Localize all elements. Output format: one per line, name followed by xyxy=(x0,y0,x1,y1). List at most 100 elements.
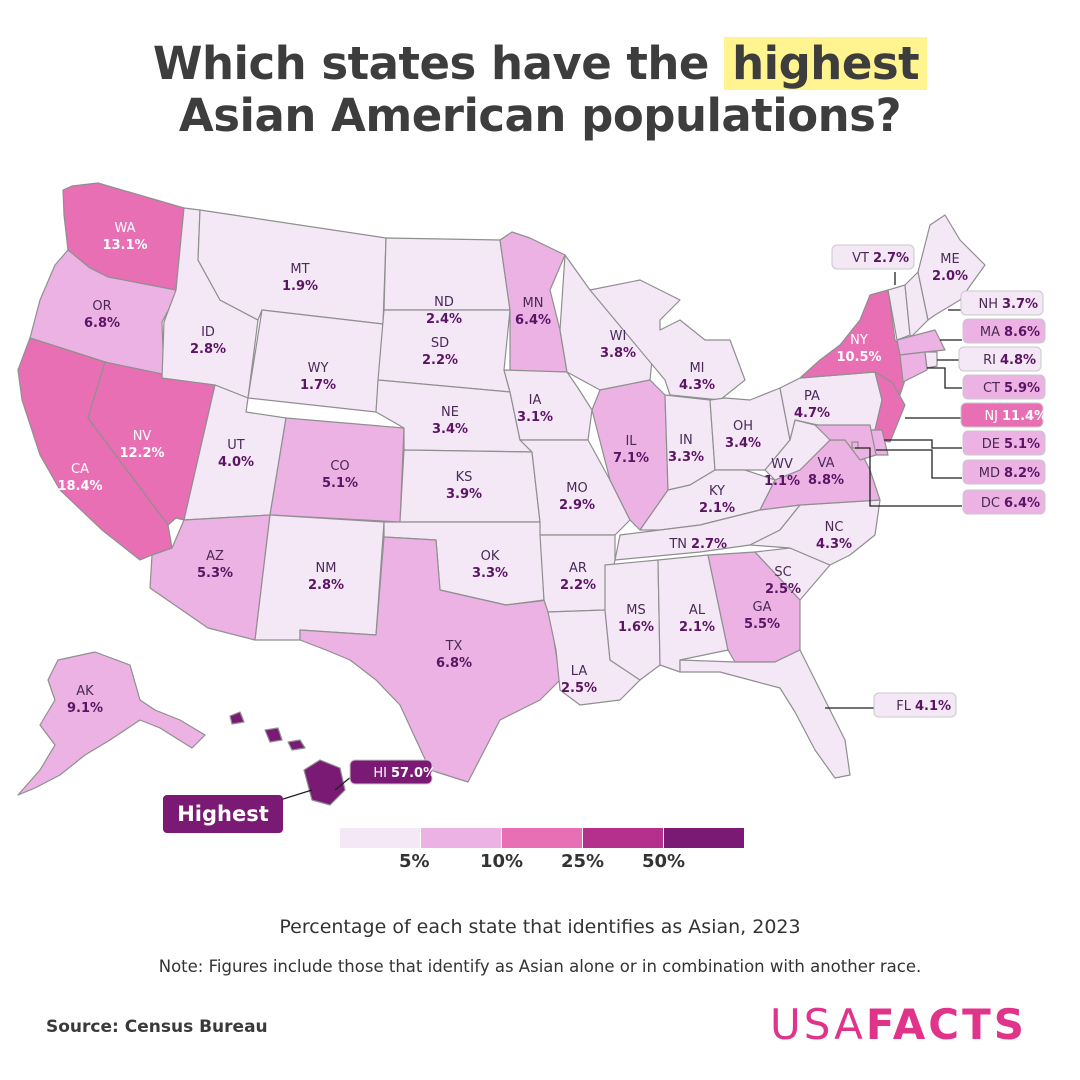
label-code-TX: TX xyxy=(445,639,463,654)
label-IN: IN 3.3% xyxy=(668,433,704,465)
label-value-CT: 5.9% xyxy=(1004,381,1040,396)
label-NE: NE 3.4% xyxy=(432,405,468,437)
label-WA: WA 13.1% xyxy=(102,221,147,253)
state-NC xyxy=(749,499,881,566)
label-AZ: AZ 5.3% xyxy=(197,549,233,581)
state-HI-4 xyxy=(229,711,245,725)
label-value-NC: 4.3% xyxy=(816,537,852,552)
state-CT xyxy=(899,351,928,383)
label-code-VT: VT xyxy=(852,251,869,266)
label-MN: MN 6.4% xyxy=(515,296,551,328)
label-TX: TX 6.8% xyxy=(436,639,472,671)
label-code-MI: MI xyxy=(689,361,704,376)
label-ID: ID 2.8% xyxy=(190,325,226,357)
label-code-KY: KY xyxy=(709,484,725,499)
label-box-NJ xyxy=(960,402,1044,428)
state-MN xyxy=(499,231,568,373)
state-HI-3 xyxy=(287,739,306,751)
label-code-AK: AK xyxy=(76,684,94,699)
label-value-WY: 1.7% xyxy=(300,378,336,393)
label-code-MA: MA xyxy=(980,325,1000,340)
label-value-KY: 2.1% xyxy=(699,501,735,516)
page-title: Which states have the highest Asian Amer… xyxy=(0,37,1080,142)
highest-callout-label: Highest xyxy=(177,802,269,826)
label-code-CT: CT xyxy=(983,381,1000,396)
label-code-NY: NY xyxy=(850,333,868,348)
label-KS: KS 3.9% xyxy=(446,470,482,502)
label-DC: DC 6.4% xyxy=(962,489,1046,515)
label-value-NJ: 11.4% xyxy=(1002,409,1047,424)
label-HI: HI 57.0% xyxy=(349,759,436,785)
label-MT: MT 1.9% xyxy=(282,262,318,294)
subtitle: Percentage of each state that identifies… xyxy=(279,916,801,938)
state-MD xyxy=(814,424,877,461)
label-code-MT: MT xyxy=(290,262,309,277)
label-value-MD: 8.2% xyxy=(1004,466,1040,481)
label-value-CA: 18.4% xyxy=(57,479,102,494)
label-LA: LA 2.5% xyxy=(561,664,597,696)
label-value-NH: 3.7% xyxy=(1002,297,1038,312)
label-code-MS: MS xyxy=(626,603,645,618)
label-value-MI: 4.3% xyxy=(679,378,715,393)
label-NH: NH 3.7% xyxy=(960,290,1044,316)
label-code-ME: ME xyxy=(940,252,959,267)
legend-swatch xyxy=(664,828,744,848)
label-value-OR: 6.8% xyxy=(84,316,120,331)
label-value-IL: 7.1% xyxy=(613,451,649,466)
label-NY: NY 10.5% xyxy=(836,333,881,365)
label-code-OH: OH xyxy=(733,419,753,434)
legend-swatch xyxy=(421,828,501,848)
label-value-MO: 2.9% xyxy=(559,498,595,513)
label-code-CA: CA xyxy=(71,462,89,477)
label-ND: ND 2.4% xyxy=(426,295,462,327)
legend-tick: 25% xyxy=(561,851,605,872)
label-code-IA: IA xyxy=(529,393,542,408)
label-VT: VT 2.7% xyxy=(831,244,915,270)
label-IA: IA 3.1% xyxy=(517,393,553,425)
label-value-SD: 2.2% xyxy=(422,353,458,368)
label-code-ND: ND xyxy=(434,295,454,310)
logo-light: USA xyxy=(770,1000,866,1049)
label-box-MD xyxy=(962,459,1046,485)
label-OH: OH 3.4% xyxy=(725,419,761,451)
label-box-VT xyxy=(831,244,915,270)
label-AR: AR 2.2% xyxy=(560,561,596,593)
label-ME: ME 2.0% xyxy=(932,252,968,284)
label-MD: MD 8.2% xyxy=(962,459,1046,485)
label-GA: GA 5.5% xyxy=(744,600,780,632)
label-NM: NM 2.8% xyxy=(308,561,344,593)
label-value-GA: 5.5% xyxy=(744,617,780,632)
label-value-AZ: 5.3% xyxy=(197,566,233,581)
label-code-AZ: AZ xyxy=(206,549,224,564)
label-value-IA: 3.1% xyxy=(517,410,553,425)
label-code-RI: RI xyxy=(983,353,996,368)
label-value-MA: 8.6% xyxy=(1004,325,1040,340)
label-code-KS: KS xyxy=(456,470,473,485)
label-MI: MI 4.3% xyxy=(679,361,715,393)
label-CA: CA 18.4% xyxy=(57,462,102,494)
label-value-FL: 4.1% xyxy=(915,699,951,714)
label-SC: SC 2.5% xyxy=(765,565,801,597)
label-NC: NC 4.3% xyxy=(816,520,852,552)
title-highlight: highest xyxy=(724,37,928,90)
label-value-NM: 2.8% xyxy=(308,578,344,593)
label-code-WA: WA xyxy=(114,221,135,236)
label-code-NC: NC xyxy=(825,520,844,535)
label-box-DE xyxy=(962,430,1046,456)
label-value-PA: 4.7% xyxy=(794,406,830,421)
label-code-SC: SC xyxy=(774,565,791,580)
legend-swatch xyxy=(583,828,663,848)
label-code-MO: MO xyxy=(566,481,587,496)
label-value-SC: 2.5% xyxy=(765,582,801,597)
label-code-DC: DC xyxy=(981,496,1000,511)
state-KS xyxy=(399,449,541,523)
label-value-HI: 57.0% xyxy=(391,766,436,781)
label-TN: TN 2.7% xyxy=(668,537,727,552)
label-value-WV: 1.1% xyxy=(764,474,800,489)
label-code-PA: PA xyxy=(804,389,820,404)
label-OK: OK 3.3% xyxy=(472,549,508,581)
label-value-TX: 6.8% xyxy=(436,656,472,671)
label-value-VT: 2.7% xyxy=(873,251,909,266)
label-MA: MA 8.6% xyxy=(962,318,1046,344)
